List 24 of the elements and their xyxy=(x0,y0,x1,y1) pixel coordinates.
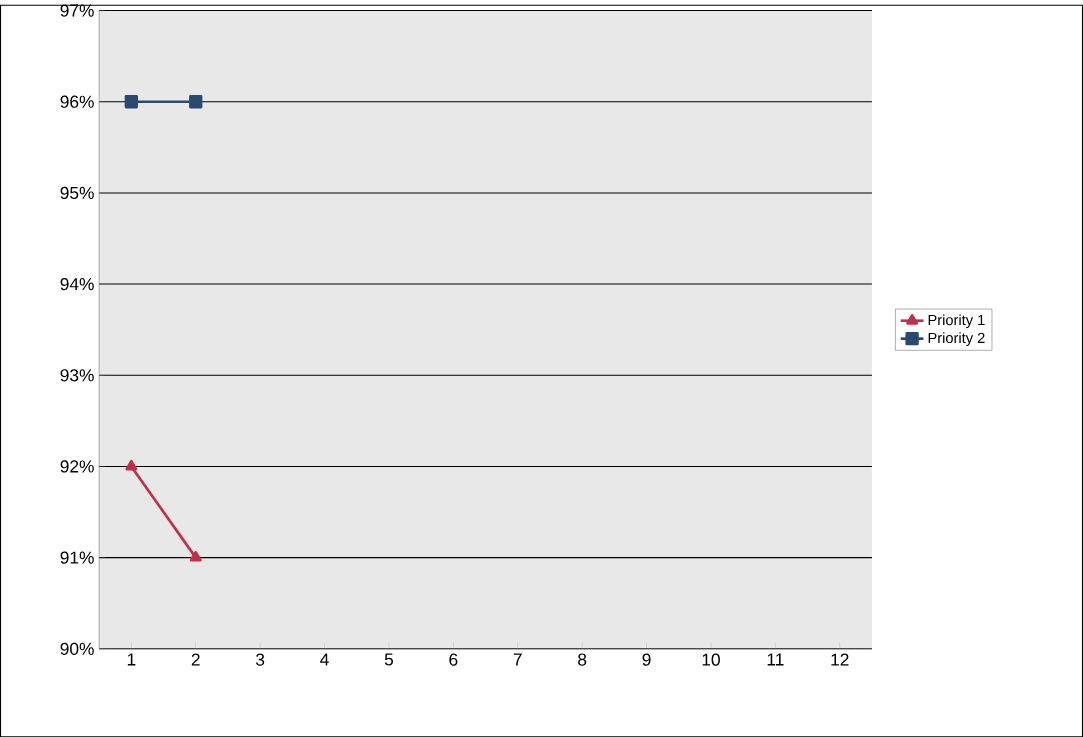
y-tick-label: 97% xyxy=(60,4,94,17)
x-tick-label: 6 xyxy=(449,653,458,666)
y-tick-label: 94% xyxy=(60,277,94,291)
x-tick-label: 12 xyxy=(831,653,849,666)
legend-label: Priority 2 xyxy=(928,332,985,346)
x-tick-label: 7 xyxy=(513,653,522,666)
y-tick-label: 91% xyxy=(60,551,94,564)
x-tick-label: 3 xyxy=(255,653,265,666)
y-tick-label: 95% xyxy=(60,186,94,199)
y-tick-label: 90% xyxy=(60,642,94,655)
y-tick-label: 96% xyxy=(60,95,94,108)
x-tick-label: 8 xyxy=(578,653,587,666)
x-tick-label: 11 xyxy=(767,653,784,666)
x-tick-label: 1 xyxy=(127,653,136,666)
legend-label: Priority 1 xyxy=(928,314,985,328)
point xyxy=(189,94,203,109)
x-tick-label: 5 xyxy=(384,653,394,666)
y-tick-label: 92% xyxy=(60,460,94,473)
x-tick-label: 10 xyxy=(702,653,720,666)
x-tick-label: 9 xyxy=(642,653,651,666)
x-tick-label: 2 xyxy=(191,653,200,666)
y-tick-label: 93% xyxy=(60,369,94,382)
point xyxy=(124,94,138,109)
x-tick-label: 4 xyxy=(320,653,329,666)
